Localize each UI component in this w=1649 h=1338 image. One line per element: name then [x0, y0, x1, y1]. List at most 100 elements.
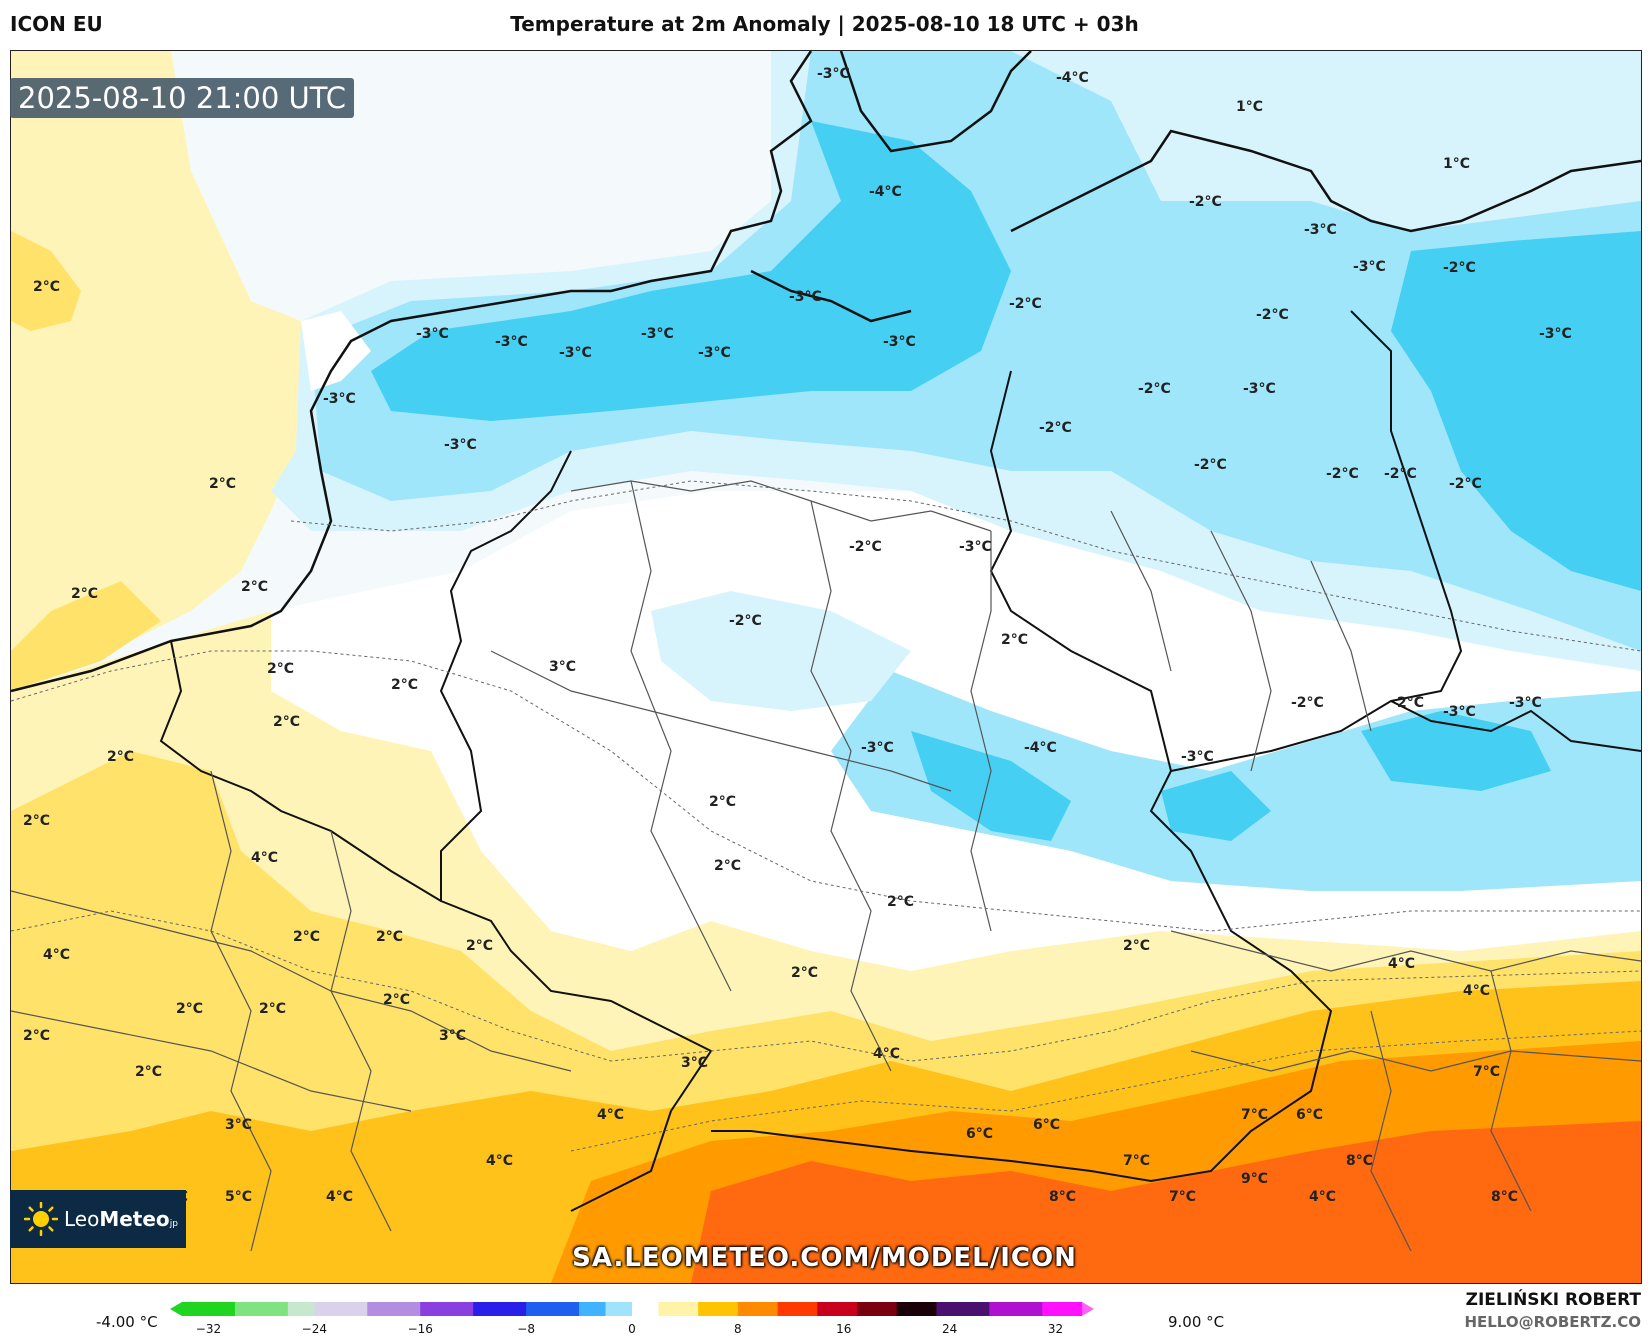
colorbar-cell [857, 1302, 871, 1316]
colorbar-cell [380, 1302, 395, 1316]
temperature-label: 1°C [1236, 99, 1263, 115]
leometeo-logo[interactable]: LeoMeteojp [10, 1190, 186, 1248]
colorbar-cell [433, 1302, 448, 1316]
colorbar-cell [843, 1302, 858, 1316]
map-labels: -3°C -4°C 1°C 1°C -4°C -2°C -3°C -3°C -2°C 2°C -3°… [23, 66, 1572, 1205]
colorbar-cell [949, 1302, 964, 1316]
colorbar-cell [261, 1302, 276, 1316]
temperature-label: -3°C [883, 334, 916, 350]
temperature-label: 3°C [549, 659, 576, 675]
temperature-label: 7°C [1169, 1189, 1196, 1205]
temperature-label: 8°C [1346, 1153, 1373, 1169]
temperature-label: 2°C [209, 476, 236, 492]
temperature-label: 2°C [33, 279, 60, 295]
temperature-label: 8°C [1049, 1189, 1076, 1205]
temperature-label: -2°C [1326, 466, 1359, 482]
temperature-label: -3°C [495, 334, 528, 350]
colorbar-tick-label: −8 [517, 1322, 535, 1336]
colorbar-cell [1042, 1302, 1057, 1316]
colorbar-tick-label: 24 [942, 1322, 958, 1336]
colorbar-max-arrow [1082, 1302, 1094, 1316]
temperature-label: 2°C [466, 938, 493, 954]
temperature-label: 2°C [176, 1001, 203, 1017]
colorbar-cell [1015, 1302, 1030, 1316]
valid-time-badge: 2025-08-10 21:00 UTC [10, 78, 355, 118]
temperature-label: -2°C [849, 539, 882, 555]
temperature-label: 3°C [225, 1117, 252, 1133]
temperature-label: 6°C [1033, 1117, 1060, 1133]
temperature-label: -2°C [1189, 194, 1222, 210]
temperature-label: 6°C [966, 1126, 993, 1142]
temperature-label: -3°C [1304, 222, 1337, 238]
temperature-label: 2°C [71, 586, 98, 602]
colorbar-cell [274, 1302, 289, 1316]
legend-min-label: -4.00 °C [96, 1313, 158, 1331]
colorbar-cell [777, 1302, 792, 1316]
colorbar-cell [724, 1302, 739, 1316]
country-borders [159, 310, 1641, 1212]
colorbar-cell [883, 1302, 898, 1316]
colorbar-cell [764, 1302, 779, 1316]
cold-zone-east-3 [1391, 231, 1641, 591]
colorbar-cell [923, 1302, 937, 1316]
temperature-label: 4°C [43, 947, 70, 963]
colorbar-cell [407, 1302, 421, 1316]
temperature-label: -4°C [869, 184, 902, 200]
temperature-label: 2°C [1397, 695, 1424, 711]
temperature-label: -3°C [1243, 381, 1276, 397]
temperature-label: 2°C [135, 1064, 162, 1080]
colorbar-cell [751, 1302, 765, 1316]
author-name: ZIELIŃSKI ROBERT [1465, 1290, 1641, 1310]
coastlines [11, 51, 1641, 693]
colorbar-cell [909, 1302, 924, 1316]
colorbar-cell [367, 1302, 382, 1316]
temperature-label: -2°C [1384, 466, 1417, 482]
colorbar-cell [486, 1302, 501, 1316]
colorbar-cell [658, 1302, 673, 1316]
temperature-label: -2°C [1039, 420, 1072, 436]
colorbar-cell [552, 1302, 567, 1316]
colorbar-cell [645, 1302, 659, 1316]
temperature-label: 3°C [681, 1055, 708, 1071]
temperature-label: -3°C [861, 740, 894, 756]
colorbar-cell [526, 1302, 540, 1316]
cold-zone-north-3 [371, 121, 1011, 421]
temperature-label: 2°C [791, 965, 818, 981]
temperature-label: -3°C [559, 345, 592, 361]
temperature-label: -3°C [444, 437, 477, 453]
temperature-label: 2°C [376, 929, 403, 945]
land-west-neutral [301, 311, 371, 391]
map-panel[interactable]: -3°C -4°C 1°C 1°C -4°C -2°C -3°C -3°C -2°C 2°C -3°… [10, 50, 1642, 1284]
model-name: ICON EU [10, 12, 103, 36]
cold-zone-central [651, 591, 911, 711]
colorbar-cell [1029, 1302, 1043, 1316]
watermark-url: SA.LEOMETEO.COM/MODEL/ICON [572, 1243, 1077, 1273]
temperature-label: 2°C [259, 1001, 286, 1017]
cold-zone-poland-3 [911, 711, 1551, 841]
temperature-label: 7°C [1241, 1107, 1268, 1123]
sun-icon [24, 1202, 58, 1236]
colorbar-cell [234, 1302, 249, 1316]
colorbar-cell [1068, 1302, 1083, 1316]
colorbar-min-arrow [170, 1302, 182, 1316]
colorbar-cell [976, 1302, 990, 1316]
temperature-label: -4°C [1056, 70, 1089, 86]
author-email[interactable]: HELLO@ROBERTZ.CO [1464, 1313, 1641, 1331]
temperature-label: -3°C [789, 289, 822, 305]
colorbar-cell [512, 1302, 527, 1316]
temperature-label: 4°C [326, 1189, 353, 1205]
temperature-label: 9°C [1241, 1171, 1268, 1187]
map-title: Temperature at 2m Anomaly | 2025-08-10 1… [510, 12, 1139, 36]
temperature-label: 2°C [267, 661, 294, 677]
temperature-label: 2°C [241, 579, 268, 595]
colorbar-cell [221, 1302, 236, 1316]
temperature-label: -3°C [1353, 259, 1386, 275]
colorbar-cell [592, 1302, 607, 1316]
temperature-label: -3°C [1443, 704, 1476, 720]
colorbar-cell [459, 1302, 474, 1316]
temperature-label: 8°C [1491, 1189, 1518, 1205]
colorbar-cell [830, 1302, 845, 1316]
temperature-label: 2°C [709, 794, 736, 810]
legend-max-label: 9.00 °C [1168, 1313, 1225, 1331]
colorbar-tick-label: 32 [1047, 1322, 1064, 1336]
